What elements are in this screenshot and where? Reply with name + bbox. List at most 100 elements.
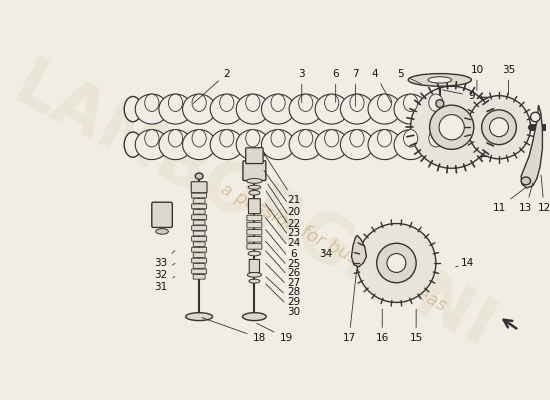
FancyBboxPatch shape <box>247 222 262 228</box>
Ellipse shape <box>156 229 168 234</box>
Text: a passion for business ideas: a passion for business ideas <box>217 180 449 315</box>
Text: 2: 2 <box>194 68 230 103</box>
Text: 16: 16 <box>376 309 389 343</box>
Text: 30: 30 <box>266 284 300 317</box>
Ellipse shape <box>394 94 427 124</box>
Ellipse shape <box>324 130 339 147</box>
Ellipse shape <box>419 130 453 160</box>
Ellipse shape <box>135 130 168 160</box>
FancyBboxPatch shape <box>451 97 468 121</box>
Ellipse shape <box>124 96 141 122</box>
Ellipse shape <box>145 130 159 147</box>
Circle shape <box>430 105 474 149</box>
Ellipse shape <box>219 130 234 147</box>
FancyBboxPatch shape <box>193 209 205 214</box>
FancyBboxPatch shape <box>193 231 205 236</box>
Ellipse shape <box>521 177 531 185</box>
Circle shape <box>377 243 416 283</box>
FancyBboxPatch shape <box>243 161 266 180</box>
Ellipse shape <box>135 94 168 124</box>
Text: LAMBORGHINI: LAMBORGHINI <box>3 53 506 362</box>
Circle shape <box>490 118 509 137</box>
Ellipse shape <box>236 130 270 160</box>
Ellipse shape <box>299 130 313 147</box>
FancyBboxPatch shape <box>193 253 205 258</box>
Text: 15: 15 <box>410 309 423 343</box>
Circle shape <box>357 224 436 302</box>
Text: 5: 5 <box>397 68 421 84</box>
Ellipse shape <box>249 279 260 283</box>
FancyBboxPatch shape <box>488 97 505 121</box>
Circle shape <box>531 112 540 122</box>
FancyBboxPatch shape <box>191 269 207 274</box>
Text: 32: 32 <box>155 263 175 280</box>
Ellipse shape <box>350 94 364 112</box>
Text: 7: 7 <box>352 68 359 106</box>
FancyBboxPatch shape <box>451 133 468 156</box>
Ellipse shape <box>246 94 260 112</box>
Ellipse shape <box>368 94 401 124</box>
Ellipse shape <box>429 130 443 147</box>
FancyBboxPatch shape <box>191 247 207 252</box>
Text: 3: 3 <box>299 68 305 102</box>
FancyBboxPatch shape <box>471 133 488 156</box>
FancyBboxPatch shape <box>193 264 205 268</box>
Ellipse shape <box>243 313 266 320</box>
Ellipse shape <box>186 313 212 320</box>
Text: 34: 34 <box>319 248 332 258</box>
Circle shape <box>387 254 406 272</box>
Text: 4: 4 <box>372 68 391 103</box>
Text: 10: 10 <box>470 65 483 90</box>
Ellipse shape <box>428 77 452 83</box>
Ellipse shape <box>159 130 192 160</box>
Text: 20: 20 <box>264 170 300 217</box>
Polygon shape <box>521 105 542 188</box>
Text: 12: 12 <box>537 175 550 213</box>
Text: 22: 22 <box>268 184 300 228</box>
Ellipse shape <box>271 94 285 112</box>
Ellipse shape <box>404 130 418 147</box>
Ellipse shape <box>219 94 234 112</box>
Text: 19: 19 <box>257 324 293 343</box>
Text: 25: 25 <box>266 230 300 269</box>
Circle shape <box>468 96 531 159</box>
Ellipse shape <box>195 173 203 179</box>
Ellipse shape <box>168 130 183 147</box>
Ellipse shape <box>368 130 401 160</box>
Text: 11: 11 <box>492 187 526 213</box>
Ellipse shape <box>404 94 418 112</box>
Ellipse shape <box>210 94 243 124</box>
Ellipse shape <box>168 94 183 112</box>
Ellipse shape <box>124 132 141 157</box>
Ellipse shape <box>261 130 295 160</box>
Ellipse shape <box>394 130 427 160</box>
FancyBboxPatch shape <box>247 236 262 242</box>
Ellipse shape <box>299 94 313 112</box>
FancyBboxPatch shape <box>249 260 260 273</box>
Ellipse shape <box>248 272 261 277</box>
Circle shape <box>439 115 464 140</box>
FancyBboxPatch shape <box>191 193 207 198</box>
Text: 6: 6 <box>332 68 339 102</box>
Ellipse shape <box>236 94 270 124</box>
Text: 9: 9 <box>443 90 475 101</box>
FancyBboxPatch shape <box>193 198 205 203</box>
Circle shape <box>436 100 444 108</box>
Ellipse shape <box>377 94 392 112</box>
Text: 31: 31 <box>155 276 175 292</box>
Text: 26: 26 <box>266 241 300 278</box>
Text: 29: 29 <box>266 277 300 308</box>
Text: 27: 27 <box>266 251 300 288</box>
FancyBboxPatch shape <box>247 230 262 235</box>
Text: 28: 28 <box>266 263 300 297</box>
FancyBboxPatch shape <box>191 182 207 193</box>
FancyBboxPatch shape <box>191 204 207 209</box>
FancyBboxPatch shape <box>191 226 207 230</box>
Text: 33: 33 <box>155 251 175 268</box>
Ellipse shape <box>271 130 285 147</box>
Text: 23: 23 <box>266 191 300 238</box>
Ellipse shape <box>324 94 339 112</box>
Text: 35: 35 <box>502 65 515 94</box>
Ellipse shape <box>340 130 373 160</box>
Ellipse shape <box>159 94 192 124</box>
